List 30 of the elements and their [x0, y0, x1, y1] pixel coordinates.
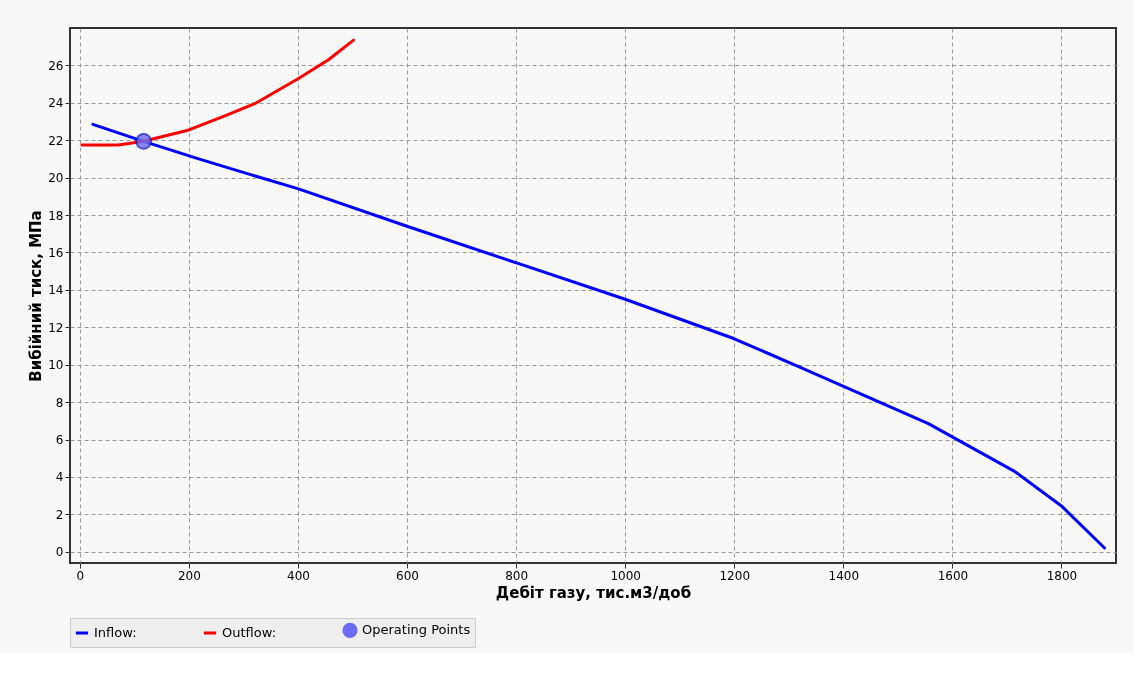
- y-tick-label: 2: [55, 507, 64, 522]
- x-tick-label: 1000: [610, 568, 641, 583]
- x-axis-title: Дебіт газу, тис.м3/доб: [495, 583, 692, 602]
- legend-label: Inflow:: [94, 625, 137, 640]
- y-tick-label: 16: [48, 245, 64, 260]
- y-tick-label: 18: [48, 208, 64, 223]
- y-tick-label: 10: [48, 358, 64, 373]
- y-tick-label: 8: [55, 395, 64, 410]
- y-tick-label: 0: [55, 545, 64, 560]
- y-tick-label: 14: [48, 283, 64, 298]
- y-tick-label: 22: [48, 133, 64, 148]
- x-tick-label: 1600: [937, 568, 969, 583]
- line-series: [91, 122, 1107, 550]
- y-tick-label: 20: [48, 171, 64, 186]
- legend-label: Operating Points: [362, 622, 471, 638]
- x-tick-label: 200: [177, 568, 201, 583]
- y-tick-label: 12: [48, 320, 64, 335]
- y-tick-label: 24: [48, 96, 64, 111]
- x-tick-label: 0: [76, 568, 85, 583]
- y-axis-title: Вибійний тиск, МПа: [27, 210, 46, 382]
- x-tick-label: 1800: [1046, 568, 1078, 583]
- legend-label: Outflow:: [222, 625, 277, 640]
- y-tick-label: 4: [55, 470, 64, 485]
- x-tick-label: 800: [505, 568, 529, 583]
- x-tick-label: 1400: [828, 568, 860, 583]
- x-tick-label: 400: [287, 568, 310, 583]
- y-tick-label: 6: [55, 433, 64, 448]
- x-tick-label: 600: [396, 568, 419, 583]
- x-tick-label: 1200: [719, 568, 751, 583]
- y-tick-label: 26: [48, 58, 64, 73]
